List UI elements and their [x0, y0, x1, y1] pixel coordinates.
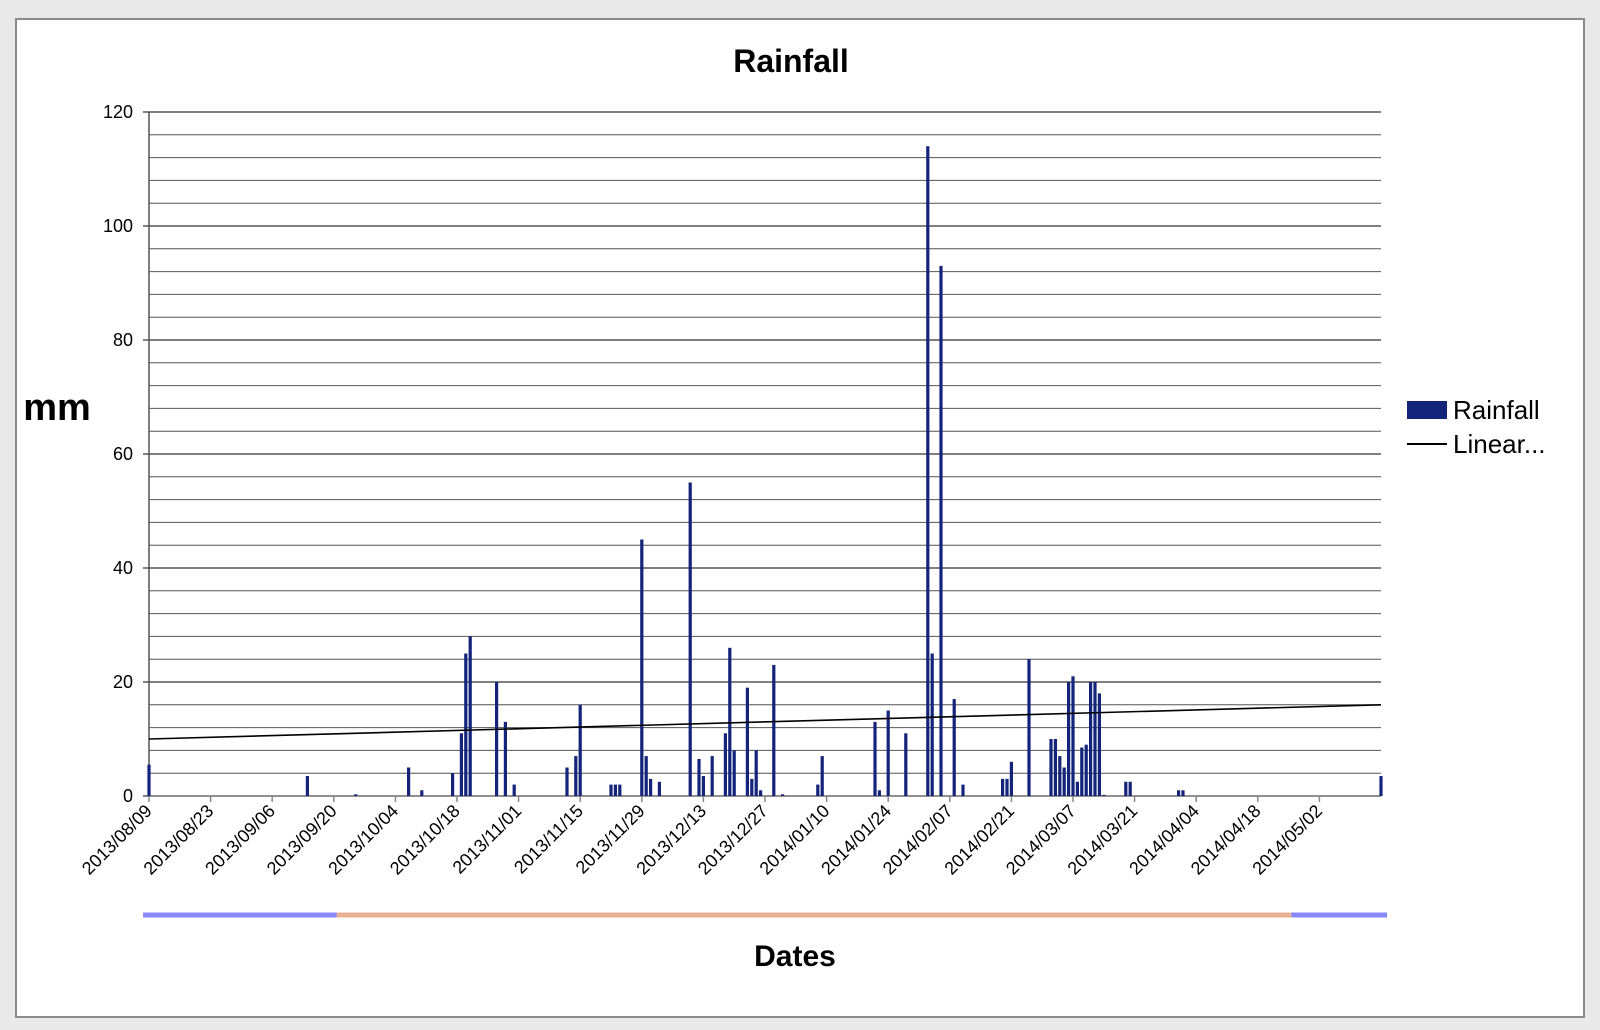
- legend-linear-label: Linear...: [1453, 429, 1546, 459]
- rainfall-bar: [816, 784, 820, 796]
- rainfall-bar: [574, 756, 578, 796]
- y-axis-title: mm: [23, 387, 91, 429]
- linear-trendline: [148, 704, 1382, 740]
- legend: Rainfall Linear...: [1407, 395, 1546, 459]
- rainfall-bar: [710, 756, 714, 796]
- rainfall-bar: [952, 699, 956, 796]
- chart-title: Rainfall: [733, 43, 849, 79]
- trendline: [148, 704, 1382, 740]
- rainfall-bar: [1177, 790, 1181, 796]
- rainfall-bar: [1084, 744, 1088, 796]
- y-tick-label: 120: [103, 102, 133, 122]
- rainfall-bar: [1080, 747, 1084, 796]
- rainfall-bar: [451, 773, 455, 796]
- rainfall-bar: [1053, 739, 1057, 796]
- rainfall-bar: [697, 758, 701, 796]
- rainfall-bar: [1005, 778, 1009, 796]
- rainfall-bar: [644, 756, 648, 796]
- rainfall-bar: [657, 781, 661, 796]
- rainfall-bar: [939, 265, 943, 796]
- rainfall-bar: [565, 767, 569, 796]
- x-axis-title: Dates: [754, 940, 836, 973]
- rainfall-bar: [618, 784, 622, 796]
- rainfall-bar: [305, 776, 309, 796]
- rainfall-bar: [578, 704, 582, 796]
- y-tick-label: 40: [113, 558, 133, 578]
- rainfall-bar: [503, 721, 507, 796]
- rainfall-bar: [354, 794, 358, 796]
- rainfall-bar: [1027, 659, 1031, 796]
- y-tick-label: 60: [113, 444, 133, 464]
- rainfall-bar: [640, 539, 644, 796]
- rainfall-bar: [688, 482, 692, 796]
- y-tick-label: 80: [113, 330, 133, 350]
- rainfall-bars: [147, 146, 1383, 796]
- rainfall-bar: [1124, 781, 1128, 796]
- rainfall-bar: [873, 721, 877, 796]
- y-tick-label: 20: [113, 672, 133, 692]
- rainfall-bar: [407, 767, 411, 796]
- rainfall-bar: [459, 733, 463, 796]
- legend-rainfall-swatch: [1407, 401, 1447, 419]
- rainfall-bar: [464, 653, 468, 796]
- rainfall-bar: [649, 778, 653, 796]
- rainfall-bar: [1058, 756, 1062, 796]
- rainfall-bar: [750, 778, 754, 796]
- rainfall-bar: [495, 682, 499, 796]
- rainfall-bar: [759, 790, 763, 796]
- rainfall-bar: [1181, 790, 1185, 796]
- y-tick-label: 0: [123, 786, 133, 806]
- gridlines: [148, 111, 1381, 797]
- rainfall-bar: [1097, 693, 1101, 796]
- rainfall-bar: [1049, 739, 1053, 796]
- rainfall-bar: [926, 146, 930, 796]
- rainfall-bar: [781, 794, 785, 796]
- rainfall-bar: [754, 750, 758, 796]
- rainfall-bar: [609, 784, 613, 796]
- rainfall-bar: [1089, 682, 1093, 796]
- rainfall-bar: [147, 764, 151, 796]
- rainfall-bar: [1102, 794, 1106, 796]
- rainfall-bar: [1071, 676, 1075, 796]
- rainfall-bar: [1093, 682, 1097, 796]
- y-tick-labels: 0 20 40 60 80 100 120: [103, 102, 149, 806]
- rainfall-bar: [468, 636, 472, 796]
- rainfall-bar: [732, 750, 736, 796]
- rainfall-bar: [613, 784, 617, 796]
- rainfall-bar: [512, 784, 516, 796]
- rainfall-bar: [961, 784, 965, 796]
- rainfall-bar: [745, 687, 749, 796]
- legend-rainfall-label: Rainfall: [1453, 395, 1540, 425]
- rainfall-bar: [820, 756, 824, 796]
- rainfall-bar: [904, 733, 908, 796]
- rainfall-bar: [701, 776, 705, 796]
- rainfall-bar: [886, 710, 890, 796]
- rainfall-bar: [1009, 761, 1013, 796]
- rainfall-bar: [877, 790, 881, 796]
- rainfall-bar: [1379, 776, 1383, 796]
- rainfall-bar: [723, 733, 727, 796]
- rainfall-bar: [420, 790, 424, 796]
- x-tick-labels: 2013/08/092013/08/232013/09/062013/09/20…: [78, 796, 1326, 879]
- rainfall-bar: [1128, 781, 1132, 796]
- y-tick-label: 100: [103, 216, 133, 236]
- rainfall-bar: [728, 647, 732, 796]
- chart-frame: Rainfall mm Dates 0 20 40 60 80 100 120 2013/0…: [15, 18, 1585, 1018]
- rainfall-bar: [772, 664, 776, 796]
- rainfall-bar: [930, 653, 934, 796]
- rainfall-bar: [1067, 682, 1071, 796]
- rainfall-bar: [1075, 781, 1079, 796]
- rainfall-chart: Rainfall mm Dates 0 20 40 60 80 100 120 2013/0…: [23, 43, 1546, 973]
- rainfall-bar: [1001, 778, 1005, 796]
- rainfall-bar: [1062, 767, 1066, 796]
